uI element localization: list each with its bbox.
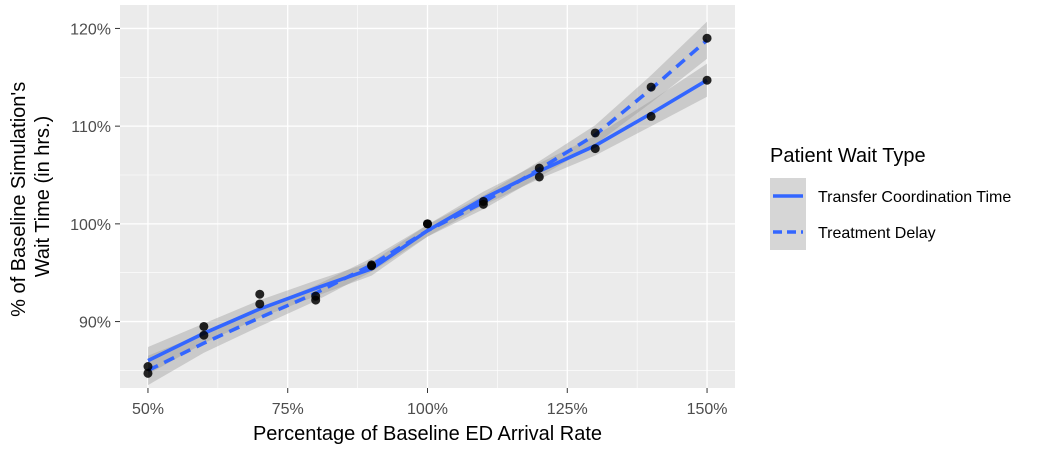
data-point-series-1 [646,111,656,121]
data-point-series-1 [702,75,712,85]
data-point-series-2 [478,199,488,209]
y-axis-title: % of Baseline Simulation's Wait Time (in… [8,76,54,317]
data-point-series-2 [311,295,321,305]
y-tick-label: 90% [79,315,111,332]
fit-lines [147,38,709,373]
data-point-series-2 [423,219,432,229]
data-point-series-2 [646,82,656,92]
y-axis-title-line-1: % of Baseline Simulation's [8,82,30,317]
data-point-series-2 [590,128,600,138]
fit-line-series-2 [147,38,709,373]
confidence-band-series-2 [148,21,707,386]
y-axis-title-line-2: Wait Time (in hrs.) [32,116,54,278]
legend-keys: Transfer Coordination Time Treatment Dela… [770,178,1011,250]
confidence-band-series-1 [148,63,707,375]
data-point-series-2 [702,33,712,43]
data-point-series-2 [199,330,209,340]
data-point-series-1 [590,144,600,154]
legend-title: Patient Wait Type [770,145,926,167]
x-axis-title: Percentage of Baseline ED Arrival Rate [253,423,602,445]
data-point-series-2 [367,261,377,271]
x-tick-label: 75% [272,401,304,418]
confidence-bands [148,21,707,386]
legend-label: Transfer Coordination Time [818,189,1011,206]
data-point-series-2 [534,172,544,182]
data-point-series-1 [199,321,209,331]
x-axis: 50% 75% 100% 125% 150% [132,388,728,418]
x-tick-label: 50% [132,401,164,418]
legend-label: Treatment Delay [818,225,936,242]
y-tick-label: 120% [70,21,111,38]
data-point-series-1 [255,289,265,299]
y-tick-label: 110% [71,119,111,136]
legend: Patient Wait Type Transfer Coordination … [770,145,1011,250]
data-points [143,33,712,378]
x-tick-label: 100% [407,401,448,418]
data-point-series-2 [255,299,265,309]
data-point-series-2 [143,362,153,372]
data-point-series-1 [143,368,153,378]
data-point-series-1 [534,163,544,173]
y-tick-label: 100% [70,217,111,234]
x-tick-label: 125% [547,401,588,418]
y-axis: 90% 100% 110% 120% [70,21,120,332]
x-tick-label: 150% [687,401,728,418]
